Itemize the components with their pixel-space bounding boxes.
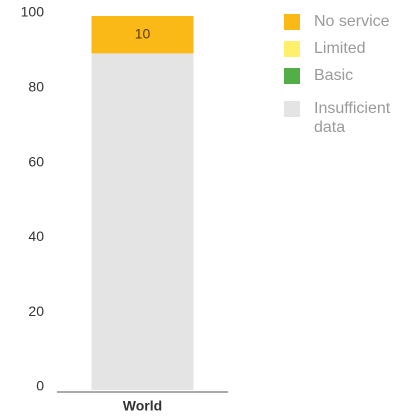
data-label: 10	[135, 25, 151, 41]
legend-label: Insufficient data	[314, 100, 391, 136]
y-tick-label: 0	[36, 378, 44, 394]
legend-item: Basic	[284, 66, 409, 85]
legend-swatch	[284, 41, 300, 57]
legend-label: No service	[314, 13, 390, 30]
y-tick-label: 100	[21, 4, 45, 20]
y-tick-label: 80	[28, 79, 44, 95]
legend-label: Limited	[314, 40, 366, 57]
legend-swatch	[284, 101, 300, 117]
bar-segment	[91, 16, 194, 54]
legend-item: Limited	[284, 39, 409, 58]
y-tick-label: 60	[28, 153, 44, 169]
legend-swatch	[284, 14, 300, 30]
legend: No service Limited Basic Insufficient data	[284, 12, 409, 145]
y-tick-label: 20	[28, 303, 44, 319]
y-tick-label: 40	[28, 228, 44, 244]
legend-label: Basic	[314, 67, 354, 84]
bar-segment	[91, 53, 194, 391]
x-tick-label: World	[123, 398, 162, 414]
legend-item: No service	[284, 12, 409, 31]
legend-item: Insufficient data	[284, 99, 409, 137]
legend-swatch	[284, 68, 300, 84]
